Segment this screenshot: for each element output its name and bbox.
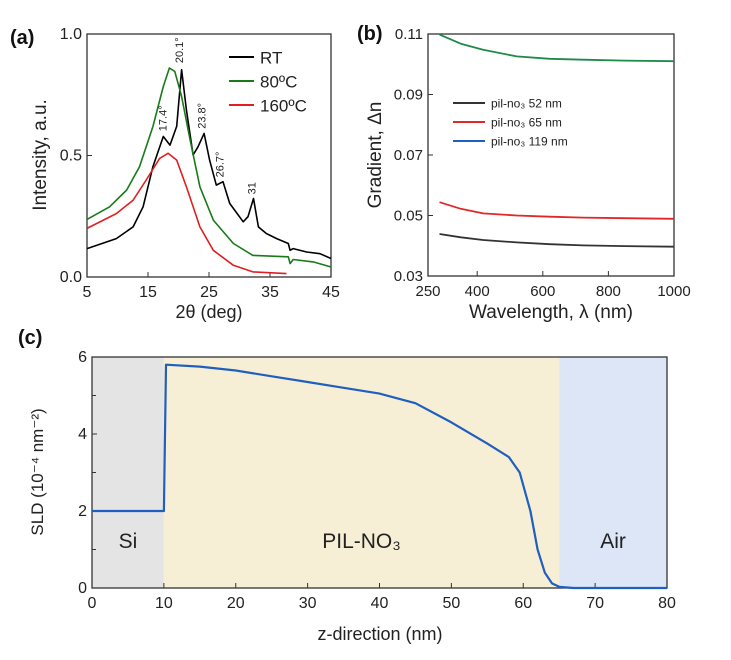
panel-b-label: (b)	[357, 23, 383, 45]
y-tick-label: 0.0	[60, 269, 82, 286]
y-tick-label: 0.09	[394, 87, 423, 104]
series-line-1	[86, 67, 332, 268]
chart-b-ylabel: Gradient, Δn	[365, 102, 386, 209]
x-tick-label: 35	[261, 284, 279, 301]
x-tick-label: 0	[88, 595, 97, 612]
panel-a-label: (a)	[10, 27, 34, 49]
y-tick-label: 0	[78, 580, 87, 597]
x-tick-label: 600	[530, 283, 555, 300]
chart-b: 250 400 600 800 1000 0.03 0.05 0.07 0.09 0.11 pil-…	[394, 26, 691, 300]
legend-label: pil-no₃ 119 nm	[491, 135, 568, 149]
series-line-2	[86, 152, 287, 275]
peak-label: 17.4°	[158, 105, 170, 131]
region-label: Air	[600, 530, 626, 553]
region-0	[92, 357, 164, 588]
chart-a-xlabel: 2θ (deg)	[175, 302, 242, 322]
x-tick-label: 5	[83, 284, 92, 301]
series-line-2	[439, 33, 675, 63]
x-tick-label: 45	[322, 284, 340, 301]
y-tick-label: 0.05	[394, 208, 423, 225]
region-1	[163, 357, 560, 588]
y-tick-label: 0.03	[394, 268, 423, 285]
legend-label: pil-no₃ 52 nm	[491, 97, 562, 111]
x-tick-label: 70	[586, 595, 604, 612]
legend-label: 80ºC	[260, 72, 297, 91]
x-tick-label: 15	[139, 284, 157, 301]
peak-label: 31	[247, 182, 259, 194]
y-tick-label: 1.0	[60, 26, 82, 43]
y-tick-label: 0.5	[60, 148, 82, 165]
chart-a-ylabel: Intensity, a.u.	[30, 99, 51, 211]
chart-c-xlabel: z-direction (nm)	[317, 624, 442, 644]
y-tick-label: 6	[78, 349, 87, 366]
y-tick-label: 0.11	[395, 26, 423, 43]
y-tick-label: 0.07	[394, 147, 423, 164]
legend-label: 160ºC	[260, 96, 307, 115]
y-tick-label: 4	[78, 426, 87, 443]
x-tick-label: 30	[299, 595, 317, 612]
x-tick-label: 250	[415, 283, 440, 300]
x-tick-label: 50	[442, 595, 460, 612]
series-line-0	[86, 68, 332, 260]
x-tick-label: 10	[155, 595, 173, 612]
series-line-0	[92, 363, 667, 590]
x-tick-label: 20	[227, 595, 245, 612]
chart-c: Si PIL-NO₃ Air 0 10 20 30 40 50 60 70 80 0 2 4 6	[78, 349, 676, 612]
chart-a: 5 15 25 35 45 0.0 0.5 1.0 17.4° 20.1° 23.8° 26.7° 31…	[60, 26, 340, 301]
region-label: PIL-NO₃	[322, 530, 401, 553]
x-tick-label: 40	[371, 595, 389, 612]
x-tick-label: 60	[514, 595, 532, 612]
peak-label: 20.1°	[174, 37, 186, 63]
region-2	[559, 357, 667, 588]
x-tick-label: 400	[465, 283, 490, 300]
region-label: Si	[119, 530, 138, 553]
legend-label: RT	[260, 48, 282, 67]
peak-label: 26.7°	[214, 152, 226, 178]
plot-frame	[427, 33, 675, 277]
peak-label: 23.8°	[197, 103, 209, 129]
chart-c-ylabel: SLD (10⁻⁴ nm⁻²)	[28, 408, 47, 535]
y-tick-label: 2	[78, 503, 87, 520]
x-tick-label: 80	[658, 595, 676, 612]
x-tick-label: 1000	[657, 283, 690, 300]
panel-c-label: (c)	[18, 327, 42, 349]
x-tick-label: 25	[200, 284, 218, 301]
legend-label: pil-no₃ 65 nm	[491, 116, 562, 130]
series-line-0	[439, 233, 675, 248]
series-line-1	[439, 201, 675, 220]
x-tick-label: 800	[596, 283, 621, 300]
chart-b-xlabel: Wavelength, λ (nm)	[469, 302, 633, 323]
